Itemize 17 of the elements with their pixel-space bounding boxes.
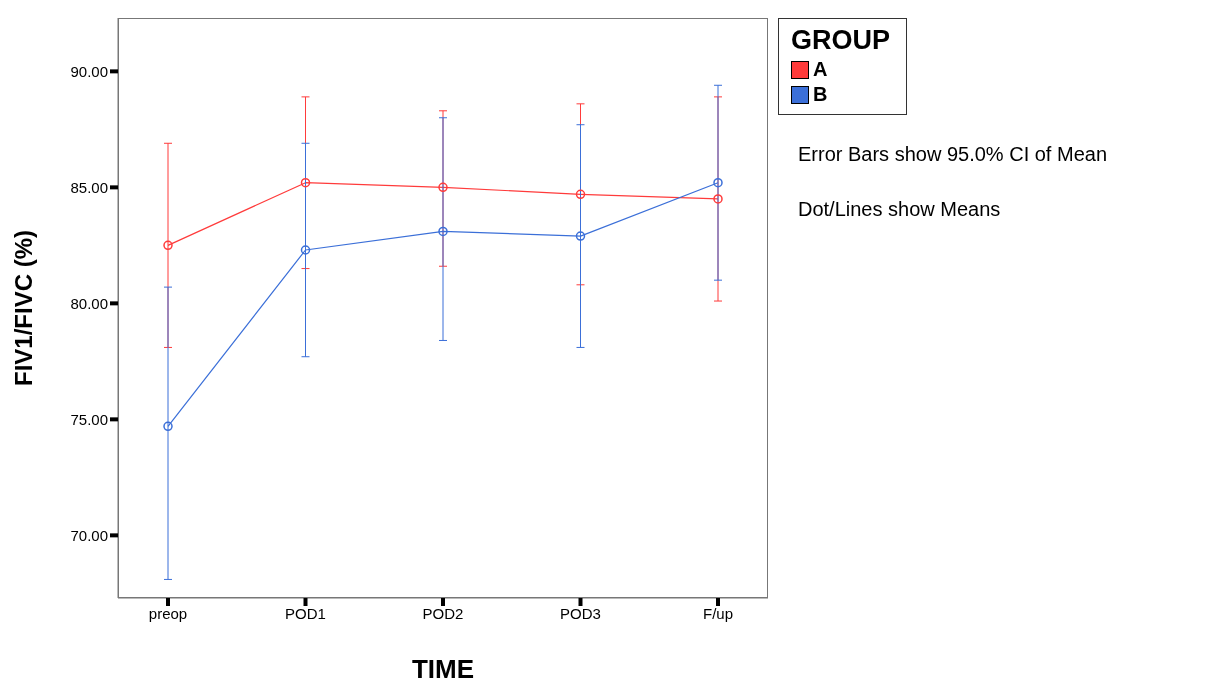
legend-label: B <box>813 83 828 106</box>
y-tick-label: 90.00 <box>70 62 108 80</box>
text: Dot/Lines show Means <box>798 198 1002 221</box>
y-tick-label: 75.00 <box>70 410 108 428</box>
y-tick-label: 70.00 <box>70 526 108 544</box>
x-tick-label: POD1 <box>285 604 326 622</box>
y-tick-label: 85.00 <box>70 178 108 196</box>
y-axis-title: FIV1/FIVC (%) <box>9 229 37 387</box>
x-axis-title: TIME <box>411 654 475 680</box>
x-tick-label: preop <box>148 604 188 622</box>
legend-label: A <box>813 58 828 81</box>
legend-title: GROUP <box>791 25 891 56</box>
x-tick-label: POD2 <box>422 604 464 622</box>
x-tick-label: F/up <box>702 604 734 622</box>
text: Error Bars show 95.0% CI of Mean <box>798 143 1108 166</box>
y-tick-label: 80.00 <box>70 294 108 312</box>
x-tick-label: POD3 <box>560 604 601 622</box>
